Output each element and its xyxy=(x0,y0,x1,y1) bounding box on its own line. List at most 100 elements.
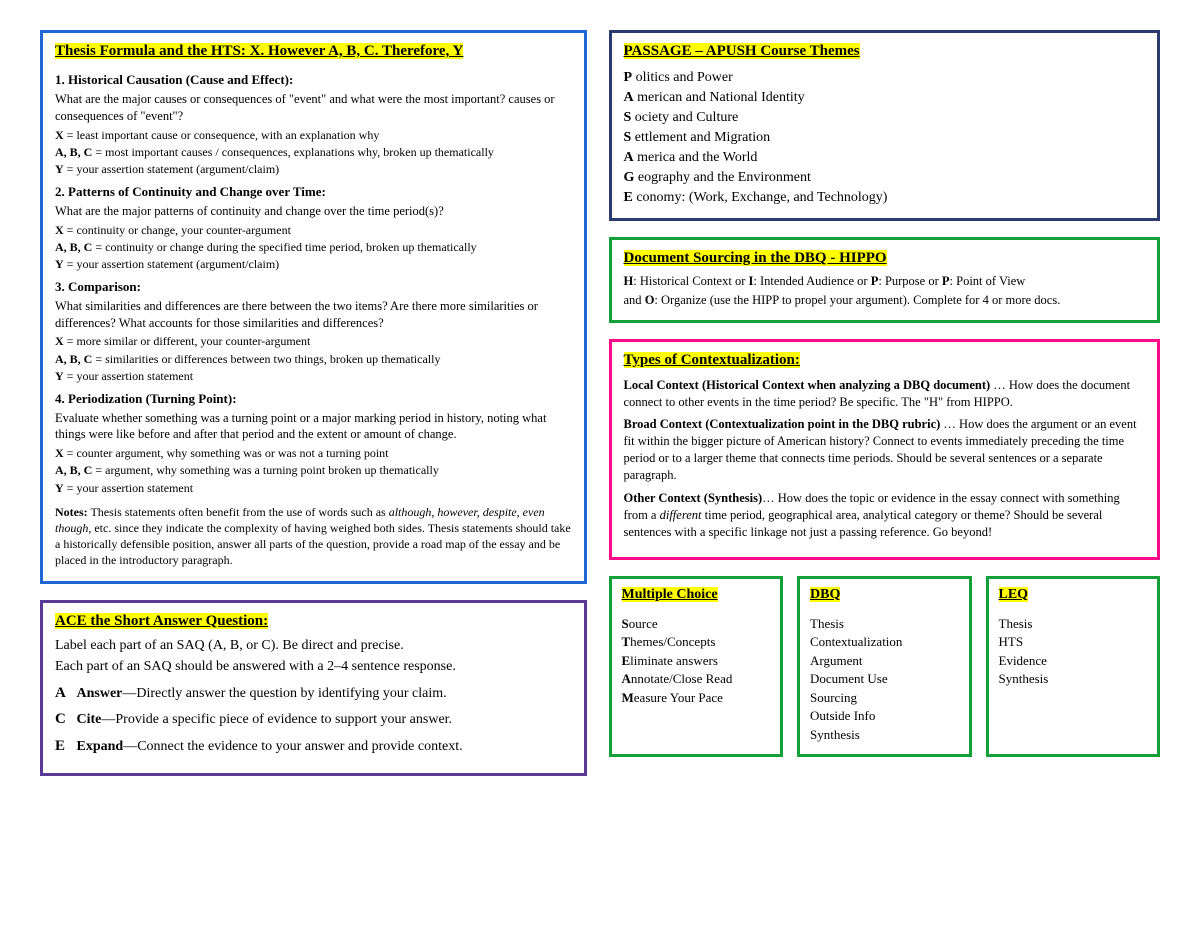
thesis-notes: Notes: Thesis statements often benefit f… xyxy=(55,504,572,569)
context-title: Types of Contextualization: xyxy=(624,352,800,368)
hc-abc: A, B, C = most important causes / conseq… xyxy=(55,144,572,160)
hippo-o-rest: : Organize (use the HIPP to propel your … xyxy=(654,293,1060,307)
dbq-box: DBQ Thesis Contextualization Argument Do… xyxy=(797,576,972,758)
dbq-l6: Outside Info xyxy=(810,707,959,725)
hippo-h-rest: : Historical Context or xyxy=(633,274,748,288)
hippo-h: H xyxy=(624,274,634,288)
mc-list: Source Themes/Concepts Eliminate answers… xyxy=(622,615,771,707)
comp-abc: A, B, C = similarities or differences be… xyxy=(55,351,572,367)
mc-l4-b: A xyxy=(622,671,631,686)
dbq-l1: Thesis xyxy=(810,615,959,633)
comp-x: X = more similar or different, your coun… xyxy=(55,333,572,349)
leq-l1: Thesis xyxy=(999,615,1148,633)
ace-e: E Expand—Connect the evidence to your an… xyxy=(55,736,572,757)
mc-l4: Annotate/Close Read xyxy=(622,670,771,688)
comp-y: Y = your assertion statement xyxy=(55,368,572,384)
mc-l5-r: easure Your Pace xyxy=(634,690,723,705)
ace-intro2: Each part of an SAQ should be answered w… xyxy=(55,658,572,677)
mc-title: Multiple Choice xyxy=(622,587,718,602)
passage-a1-bold: A xyxy=(624,90,634,105)
ace-e-letter: E xyxy=(55,736,73,756)
dbq-list: Thesis Contextualization Argument Docume… xyxy=(810,615,959,744)
hippo-p2-rest: : Point of View xyxy=(950,274,1026,288)
period-y: Y = your assertion statement xyxy=(55,480,572,496)
passage-list: P olitics and Power A merican and Nation… xyxy=(624,69,1146,207)
context-local: Local Context (Historical Context when a… xyxy=(624,377,1146,411)
context-local-head: Local Context (Historical Context when a… xyxy=(624,378,991,392)
mc-l1-b: S xyxy=(622,616,629,631)
passage-g-rest: eography and the Environment xyxy=(634,170,811,185)
ace-box: ACE the Short Answer Question: Label eac… xyxy=(40,600,587,777)
passage-e: E conomy: (Work, Exchange, and Technolog… xyxy=(624,189,1146,208)
mc-l5: Measure Your Pace xyxy=(622,689,771,707)
thesis-title: Thesis Formula and the HTS: X. However A… xyxy=(55,43,463,59)
hippo-line1: H: Historical Context or I: Intended Aud… xyxy=(624,273,1146,290)
leq-l3: Evidence xyxy=(999,652,1148,670)
ace-a-letter: A xyxy=(55,683,73,703)
context-other-italic: different xyxy=(660,508,702,522)
mc-l3-r: liminate answers xyxy=(630,653,718,668)
mc-box: Multiple Choice Source Themes/Concepts E… xyxy=(609,576,784,758)
hippo-o: O xyxy=(645,293,655,307)
page: Thesis Formula and the HTS: X. However A… xyxy=(40,30,1160,776)
passage-p-bold: P xyxy=(624,70,633,85)
passage-e-rest: conomy: (Work, Exchange, and Technology) xyxy=(633,190,888,205)
passage-e-bold: E xyxy=(624,190,633,205)
left-column: Thesis Formula and the HTS: X. However A… xyxy=(40,30,587,776)
hc-x: XX = least important cause or consequenc… xyxy=(55,127,572,143)
passage-s2-rest: ettlement and Migration xyxy=(631,130,770,145)
bottom-row: Multiple Choice Source Themes/Concepts E… xyxy=(609,576,1161,758)
comp-q: What similarities and differences are th… xyxy=(55,298,572,332)
hc-y: Y = your assertion statement (argument/c… xyxy=(55,161,572,177)
mc-l3-b: E xyxy=(622,653,631,668)
passage-a2-bold: A xyxy=(624,150,634,165)
ccot-y: Y = your assertion statement (argument/c… xyxy=(55,256,572,272)
hippo-line2: and O: Organize (use the HIPP to propel … xyxy=(624,292,1146,309)
dbq-l7: Synthesis xyxy=(810,726,959,744)
ace-a: A Answer—Directly answer the question by… xyxy=(55,683,572,704)
leq-title: LEQ xyxy=(999,587,1029,602)
dbq-l2: Contextualization xyxy=(810,633,959,651)
passage-p: P olitics and Power xyxy=(624,69,1146,88)
passage-p-rest: olitics and Power xyxy=(632,70,733,85)
passage-a2-rest: merica and the World xyxy=(634,150,758,165)
leq-list: Thesis HTS Evidence Synthesis xyxy=(999,615,1148,688)
period-x: X = counter argument, why something was … xyxy=(55,445,572,461)
mc-l3: Eliminate answers xyxy=(622,652,771,670)
passage-s1: S ociety and Culture xyxy=(624,109,1146,128)
thesis-box: Thesis Formula and the HTS: X. However A… xyxy=(40,30,587,584)
ccot-q: What are the major patterns of continuit… xyxy=(55,203,572,220)
mc-l1: Source xyxy=(622,615,771,633)
passage-g-bold: G xyxy=(624,170,635,185)
notes-text1: Thesis statements often benefit from the… xyxy=(88,505,389,519)
passage-s2: S ettlement and Migration xyxy=(624,129,1146,148)
mc-l2-b: T xyxy=(622,634,631,649)
hippo-p1-rest: : Purpose or xyxy=(878,274,942,288)
ace-intro1: Label each part of an SAQ (A, B, or C). … xyxy=(55,637,572,656)
notes-label: Notes: xyxy=(55,505,88,519)
dbq-l5: Sourcing xyxy=(810,689,959,707)
hippo-i-rest: : Intended Audience or xyxy=(753,274,870,288)
dbq-l3: Argument xyxy=(810,652,959,670)
ace-e-word: Expand xyxy=(77,739,124,754)
mc-l4-r: nnotate/Close Read xyxy=(631,671,732,686)
passage-box: PASSAGE – APUSH Course Themes P olitics … xyxy=(609,30,1161,221)
ccot-abc: A, B, C = continuity or change during th… xyxy=(55,239,572,255)
comp-head: 3. Comparison: xyxy=(55,278,572,296)
ace-c-letter: C xyxy=(55,709,73,729)
hippo-and: and xyxy=(624,293,645,307)
mc-l5-b: M xyxy=(622,690,634,705)
hippo-title: Document Sourcing in the DBQ - HIPPO xyxy=(624,250,887,266)
ccot-head: 2. Patterns of Continuity and Change ove… xyxy=(55,183,572,201)
passage-a2: A merica and the World xyxy=(624,149,1146,168)
ace-c-word: Cite xyxy=(77,712,102,727)
context-broad-head: Broad Context (Contextualization point i… xyxy=(624,417,941,431)
passage-a1: A merican and National Identity xyxy=(624,89,1146,108)
ace-e-rest: —Connect the evidence to your answer and… xyxy=(123,739,462,754)
ace-a-word: Answer xyxy=(77,686,123,701)
context-other: Other Context (Synthesis)… How does the … xyxy=(624,490,1146,541)
passage-a1-rest: merican and National Identity xyxy=(634,90,805,105)
ccot-x: X = continuity or change, your counter-a… xyxy=(55,222,572,238)
mc-l1-r: ource xyxy=(629,616,658,631)
passage-s1-rest: ociety and Culture xyxy=(631,110,738,125)
